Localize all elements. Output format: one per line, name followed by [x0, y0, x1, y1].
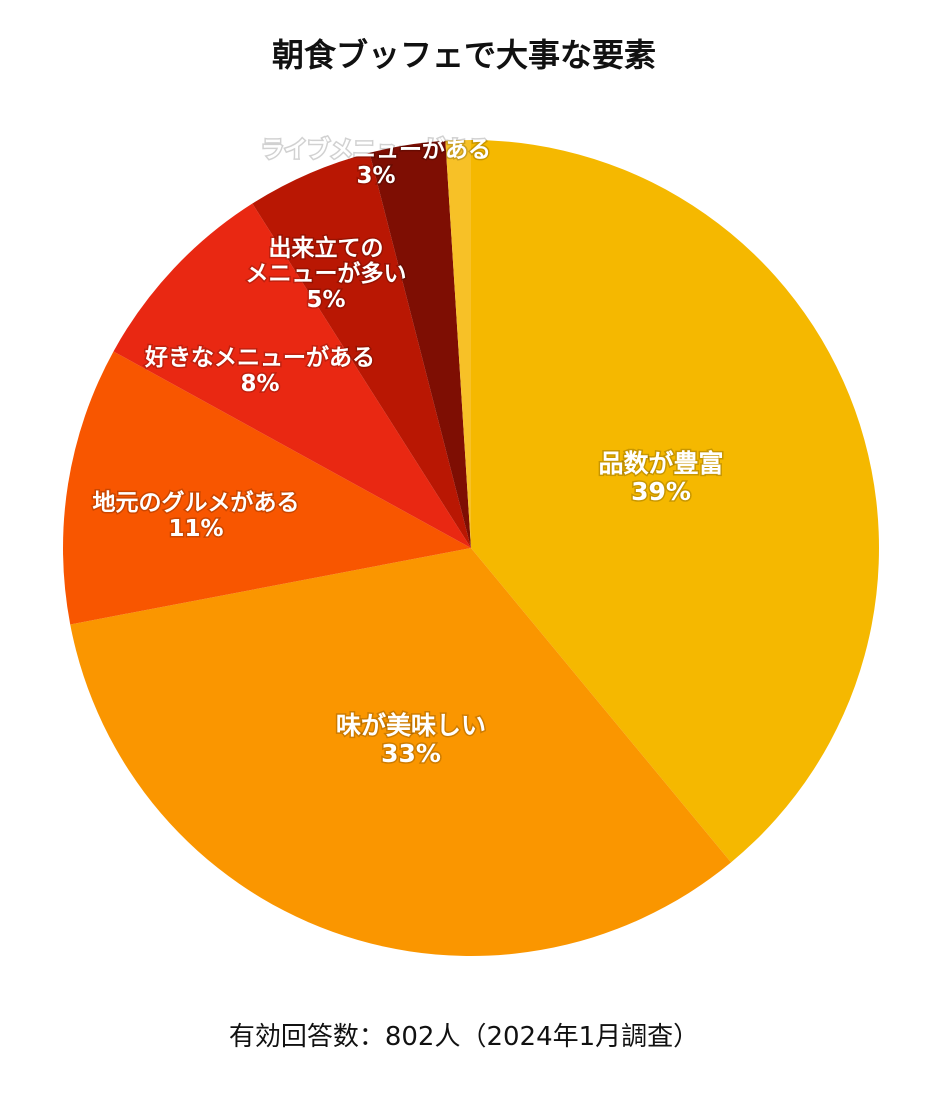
slice-label: メニューが多い	[246, 260, 407, 287]
slice-value-label: 33%	[381, 739, 441, 768]
pie-slice	[63, 351, 471, 625]
pie-slice	[252, 152, 471, 548]
pie-slice	[70, 548, 732, 956]
slice-label: 味が美味しい	[336, 711, 486, 740]
pie-slices	[63, 140, 880, 956]
slice-value-label: 5%	[306, 287, 345, 313]
chart-footnote: 有効回答数：802人（2024年1月調査）	[228, 1022, 700, 1052]
chart-title: 朝食ブッフェで大事な要素	[271, 36, 656, 74]
pie-slice	[445, 140, 471, 548]
slice-label: ライブメニューがある	[261, 136, 491, 163]
pie-slice	[471, 140, 880, 863]
pie-slice	[369, 140, 471, 548]
pie-slice	[113, 203, 471, 548]
slice-value-label: 39%	[631, 477, 691, 506]
slice-label: 出来立ての	[269, 234, 384, 261]
slice-label: 品数が豊富	[598, 449, 723, 478]
slice-label: 好きなメニューがある	[144, 344, 375, 371]
slice-value-label: 8%	[240, 371, 279, 397]
slice-value-label: 3%	[356, 163, 395, 189]
slice-label: 地元のグルメがある	[93, 489, 300, 516]
slice-value-label: 11%	[168, 516, 223, 542]
